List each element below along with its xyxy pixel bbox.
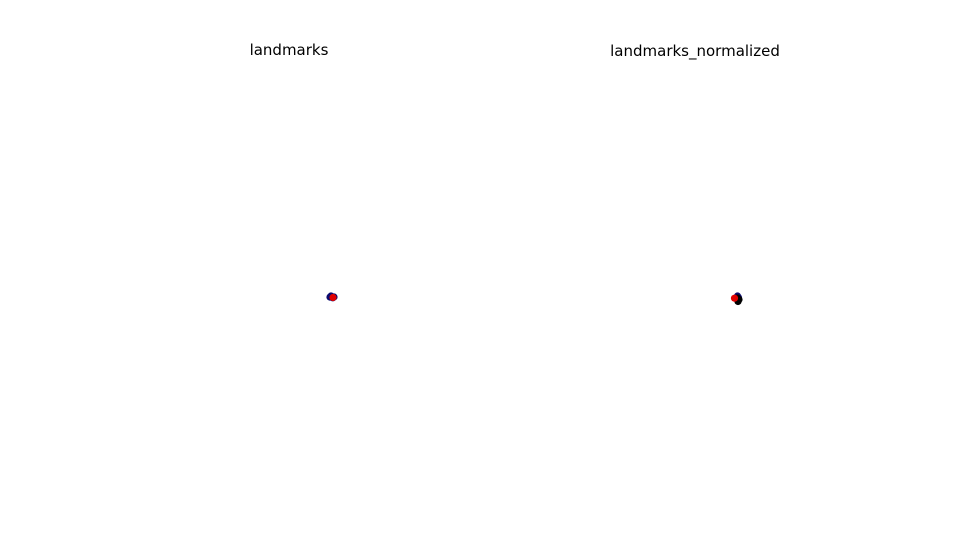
- panel-landmarks-normalized: landmarks_normalized: [610, 42, 780, 306]
- scatter-points-landmarks: [326, 292, 338, 302]
- panel-title-landmarks: landmarks: [250, 41, 329, 59]
- scatter-point: [329, 293, 337, 302]
- panel-landmarks: landmarks: [250, 41, 338, 302]
- scatter-point: [730, 294, 739, 302]
- scatter-points-landmarks-normalized: [730, 292, 743, 306]
- panel-title-landmarks-normalized: landmarks_normalized: [610, 42, 780, 61]
